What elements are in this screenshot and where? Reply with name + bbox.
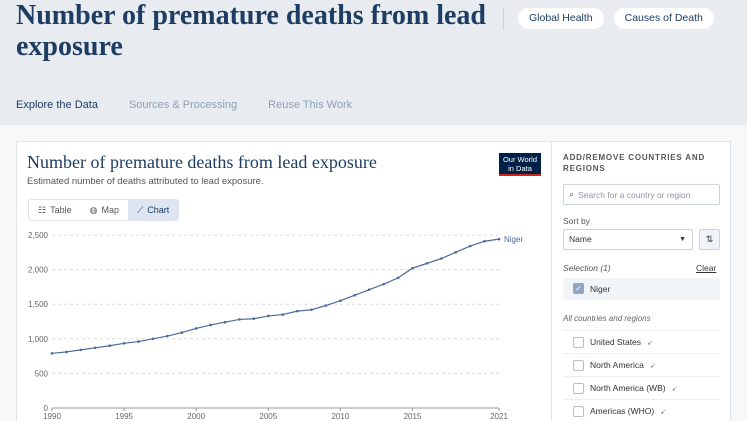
sparkline-icon: ➹	[647, 337, 654, 347]
search-icon: ⌕	[569, 189, 575, 199]
selection-label: Selection (1)	[563, 263, 611, 273]
entity-row[interactable]: United States ➹	[563, 330, 720, 353]
view-tab-chart-label: Chart	[147, 205, 170, 215]
tab-sources-processing[interactable]: Sources & Processing	[128, 99, 238, 111]
entity-row[interactable]: Americas (WHO) ➹	[563, 399, 720, 421]
entity-row[interactable]: North America ➹	[563, 353, 720, 376]
checkbox[interactable]	[573, 359, 584, 371]
tag-global-health[interactable]: Global Health	[518, 8, 604, 29]
logo-line-1: Our World	[502, 155, 538, 164]
chart-subtitle: Estimated number of deaths attributed to…	[27, 176, 264, 187]
sort-select[interactable]: Name ▼	[563, 229, 693, 250]
tag-causes-of-death[interactable]: Causes of Death	[613, 8, 714, 29]
owid-logo[interactable]: Our World in Data	[499, 153, 541, 176]
topic-tags: Global Health Causes of Death	[518, 8, 714, 29]
clear-button[interactable]: Clear	[696, 263, 717, 273]
line-chart-icon: ⟋	[136, 205, 144, 215]
sparkline-icon: ➹	[671, 383, 678, 393]
selected-row-background	[563, 278, 720, 300]
search-input[interactable]	[578, 189, 719, 200]
selected-entity-label: Niger	[590, 283, 611, 294]
header-divider	[503, 8, 504, 30]
search-box: ⌕	[563, 184, 720, 205]
page-title: Number of premature deaths from lead exp…	[16, 0, 486, 62]
view-tab-map[interactable]: ◍ Map	[81, 200, 128, 220]
globe-icon: ◍	[89, 205, 98, 215]
sort-order-icon: ⇅	[705, 234, 714, 244]
tab-explore-the-data[interactable]: Explore the Data	[16, 99, 98, 111]
card-divider	[551, 141, 552, 421]
page-tabs: Explore the Data Sources & Processing Re…	[16, 99, 352, 111]
entity-row[interactable]: North America (WB) ➹	[563, 376, 720, 399]
chevron-down-icon: ▼	[679, 236, 686, 243]
entity-label: North America (WB)	[590, 383, 666, 393]
chart-title: Number of premature deaths from lead exp…	[27, 152, 377, 172]
view-tab-table[interactable]: ☷ Table	[29, 200, 81, 220]
selected-entity-niger[interactable]: ✓ Niger	[573, 283, 610, 294]
checkbox[interactable]	[573, 382, 584, 394]
entity-label: United States	[590, 337, 642, 347]
sidebar-title: ADD/REMOVE COUNTRIES AND REGIONS	[563, 153, 706, 173]
view-tab-chart[interactable]: ⟋ Chart	[127, 200, 179, 220]
table-icon: ☷	[38, 205, 47, 215]
checkbox-checked[interactable]: ✓	[573, 283, 584, 294]
logo-line-2: in Data	[508, 163, 532, 173]
sort-label: Sort by	[563, 216, 590, 226]
all-entities-label: All countries and regions	[563, 314, 651, 323]
checkbox[interactable]	[573, 336, 584, 348]
sort-select-value: Name	[569, 234, 592, 244]
checkbox[interactable]	[573, 405, 584, 417]
view-tab-map-label: Map	[101, 205, 119, 215]
sparkline-icon: ➹	[660, 406, 667, 416]
entity-label: Americas (WHO)	[590, 406, 655, 416]
sparkline-icon: ➹	[649, 360, 657, 370]
sort-order-button[interactable]: ⇅	[699, 229, 720, 250]
tab-reuse-this-work[interactable]: Reuse This Work	[268, 99, 353, 111]
view-tabs: ☷ Table ◍ Map ⟋ Chart	[28, 199, 180, 221]
entity-label: North America	[590, 360, 644, 370]
view-tab-table-label: Table	[50, 205, 72, 215]
